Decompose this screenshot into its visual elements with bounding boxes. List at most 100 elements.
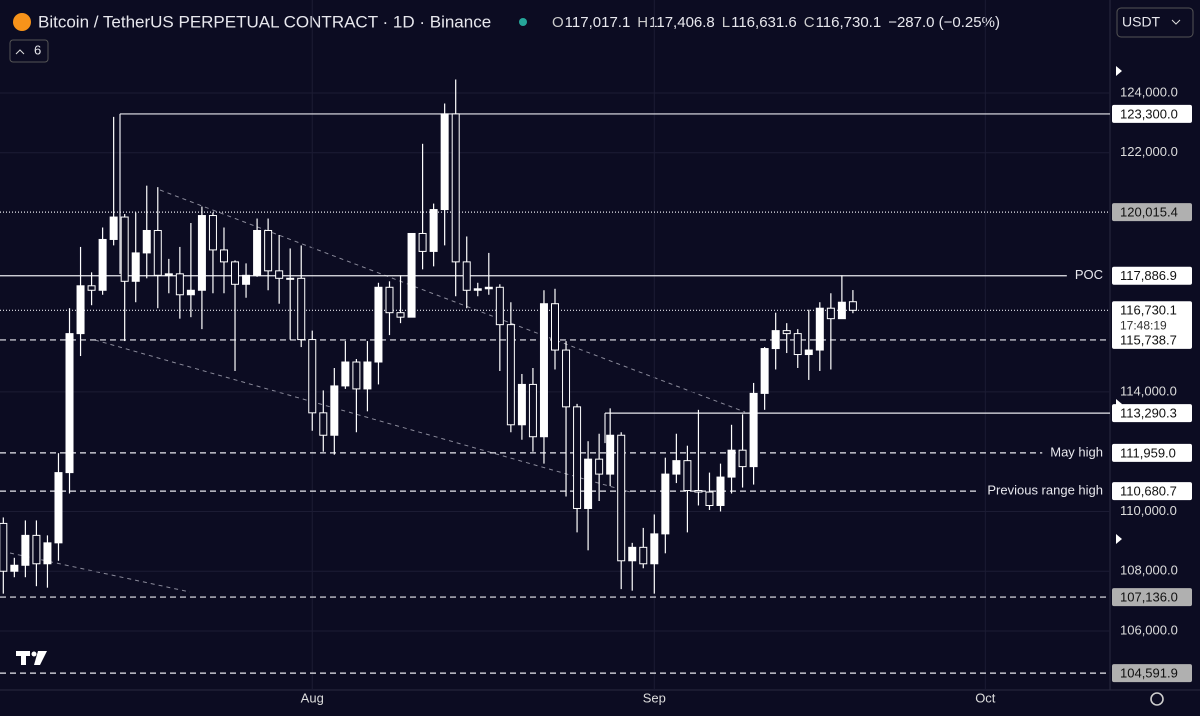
y-tick-label: 106,000.0 [1120, 622, 1178, 637]
candle-body [109, 216, 118, 240]
candle-body [297, 277, 306, 341]
level-label: 113,290.3 [1120, 406, 1177, 421]
candle-body [848, 301, 857, 311]
level-note: POC [1075, 267, 1103, 282]
candle-body [804, 349, 813, 356]
level-box [1112, 203, 1192, 222]
candle-body [727, 449, 736, 478]
candle-body [440, 113, 449, 211]
candle-body [837, 301, 846, 320]
candle-body [142, 229, 151, 254]
level-box [1112, 588, 1192, 607]
level-label: 115,738.7 [1120, 332, 1177, 347]
y-tick-label: 108,000.0 [1120, 563, 1178, 578]
symbol-title: Bitcoin / TetherUS PERPETUAL CONTRACT · … [38, 12, 491, 31]
candle-body [208, 215, 217, 251]
candle-body [242, 274, 251, 285]
candle-body [528, 383, 537, 438]
candle-body [484, 286, 493, 290]
candle-body [517, 383, 526, 426]
candle-body [352, 361, 361, 390]
candle-body [782, 330, 791, 335]
candle-body [120, 216, 129, 282]
candle-body [683, 460, 692, 492]
candle-body [462, 261, 471, 291]
candle-body [253, 229, 262, 276]
candle-body [219, 249, 228, 263]
ohlc-value: 116,631.6 [731, 14, 797, 31]
candle-body [639, 546, 648, 565]
currency-dropdown[interactable] [1116, 7, 1194, 38]
candle-body [606, 434, 615, 475]
candle-body [650, 533, 659, 565]
level-box [1112, 482, 1192, 501]
candle-body [65, 333, 74, 474]
level-note: May high [1050, 444, 1103, 459]
candle-body [716, 476, 725, 506]
candle-body [407, 232, 416, 318]
indicators-toggle[interactable] [9, 39, 49, 63]
candle-body [562, 349, 571, 408]
candle-body [0, 522, 8, 572]
candle-body [197, 215, 206, 291]
candle-body [418, 232, 427, 252]
ohlc-label: C [804, 14, 815, 31]
candle-body [573, 406, 582, 509]
candle-body [473, 288, 482, 291]
level-box [1112, 104, 1192, 123]
candle-body [275, 270, 284, 279]
candle-body [429, 209, 438, 252]
candle-body [330, 385, 339, 436]
candle-body [738, 449, 747, 468]
candle-body [21, 534, 30, 566]
coin-icon [13, 13, 31, 31]
candle-body [672, 460, 681, 475]
market-status[interactable] [519, 18, 527, 26]
candle-body [231, 261, 240, 285]
candle-body [705, 491, 714, 506]
x-tick-label: Aug [301, 690, 324, 705]
level-label: 107,136.0 [1120, 590, 1178, 605]
candle-body [341, 361, 350, 387]
candle-body [495, 286, 504, 326]
candle-body [308, 339, 317, 414]
x-tick-label: Sep [643, 690, 666, 705]
candle-body [363, 361, 372, 390]
y-tick-label: 110,000.0 [1120, 503, 1177, 518]
candle-body [815, 307, 824, 351]
currency[interactable]: USDT [1122, 14, 1161, 30]
settings-icon[interactable] [1150, 692, 1164, 706]
candle-body [760, 348, 769, 394]
candle-body [54, 472, 63, 544]
candle-body [76, 285, 85, 335]
indicator-count[interactable]: 6 [34, 42, 41, 57]
dropdown-arrow [1171, 19, 1181, 25]
countdown: 17:48:19 [1120, 318, 1167, 332]
candle-body [153, 229, 162, 276]
ohlc-label: O [552, 14, 564, 31]
candle-body [131, 252, 140, 282]
y-tick-label: 122,000.0 [1120, 144, 1178, 159]
candle-body [506, 324, 515, 426]
level-box [1112, 330, 1192, 349]
candle-body [175, 273, 184, 296]
candle-body [451, 113, 460, 263]
candle-body [551, 303, 559, 351]
ohlc-values: O 117,017.1 H 117,406.8 L 116,631.6 C 116,730.1… [552, 14, 1000, 31]
candle-body [617, 434, 626, 562]
candle-body [771, 330, 780, 350]
candle-body [43, 542, 52, 565]
level-label: 123,300.0 [1120, 106, 1178, 121]
y-tick-label: 124,000.0 [1120, 84, 1178, 99]
candle-body [186, 289, 195, 296]
price-change: −287.0 (−0.25%) [888, 14, 1000, 31]
candle-body [396, 312, 405, 318]
candle-body [793, 333, 802, 356]
candle-body [286, 277, 295, 280]
level-box [1112, 404, 1192, 423]
candle-body [539, 303, 548, 438]
level-label: 104,591.9 [1120, 666, 1178, 681]
candle-body [374, 286, 383, 363]
